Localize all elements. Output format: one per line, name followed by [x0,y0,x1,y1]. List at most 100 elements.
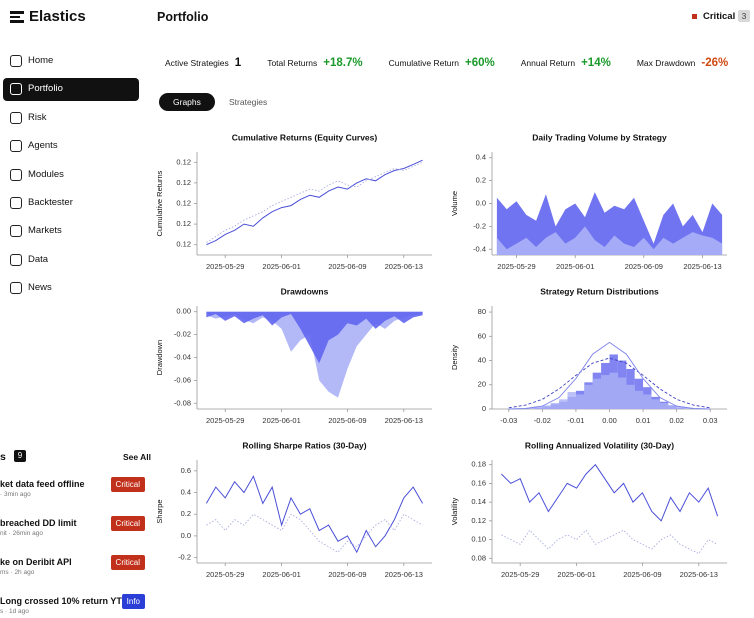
x-tick-label: -0.01 [567,416,584,425]
histogram-bar [592,378,602,409]
metric: Annual Return +14% [521,57,611,69]
page-title: Portfolio [157,10,209,24]
y-tick-label: -0.4 [473,244,486,253]
alert-meta: · 3min ago [0,491,31,498]
menu-icon [10,83,22,96]
x-tick-label: 2025-06-09 [328,570,366,579]
menu-label: Markets [28,225,62,237]
x-tick-label: 2025-05-29 [497,262,535,271]
chart-title: Daily Trading Volume by Strategy [532,132,667,142]
x-tick-label: 2025-06-13 [385,570,423,579]
menu-item[interactable]: Home [3,50,139,73]
x-tick-label: 2025-05-29 [206,262,244,271]
menu-item[interactable]: Portfolio [3,78,139,102]
x-tick-label: 2025-06-09 [328,416,366,425]
x-tick-label: -0.02 [534,416,551,425]
metric: Total Returns +18.7% [267,57,362,69]
y-tick-label: 0.4 [181,488,191,497]
y-tick-label: 40 [478,356,486,365]
histogram-bar [643,394,652,409]
y-axis-label: Cumulative Returns [155,170,164,236]
chart-title: Rolling Sharpe Ratios (30-Day) [242,440,366,450]
menu-item[interactable]: Agents [3,135,139,158]
alerts-link[interactable]: See All [123,452,152,462]
menu-item[interactable]: Modules [3,164,139,187]
series-line [205,475,424,554]
metrics-row: Active Strategies 1 Total Returns +18.7% Cum… [165,57,754,69]
series-line [501,463,719,522]
metric-label: Cumulative Return [388,58,459,68]
menu-icon [10,197,22,209]
menu-icon [10,111,22,124]
y-tick-label: 0.16 [471,478,486,487]
brand-name: Elastics [29,8,86,25]
metric-label: Active Strategies [165,58,229,68]
menu-item[interactable]: Backtester [3,192,139,215]
x-tick-label: 2025-06-13 [385,262,423,271]
alert-title[interactable]: Long crossed 10% return YTD [0,596,129,606]
x-tick-label: 0.03 [703,416,718,425]
y-tick-label: 0.12 [176,178,191,187]
y-tick-label: 0.2 [476,176,486,185]
alert-title[interactable]: breached DD limit [0,518,77,528]
alert-badge: Critical [110,516,145,531]
histogram-bar [634,390,644,409]
histogram-bar [533,406,543,409]
x-tick-label: 2025-05-29 [206,570,244,579]
menu-label: Data [28,253,49,265]
alert-title[interactable]: ket data feed offline [0,479,85,489]
x-tick-label: 2025-06-13 [683,262,721,271]
y-tick-label: -0.2 [178,553,191,562]
metric-label: Total Returns [267,58,318,68]
y-tick-label: 60 [478,331,486,340]
menu-item[interactable]: Risk [3,107,139,130]
y-tick-label: 0.6 [181,466,191,475]
y-axis-label: Volatility [450,497,459,525]
y-tick-label: 0.08 [471,553,486,562]
histogram-bar [601,375,610,409]
metric: Cumulative Return +60% [389,57,495,69]
y-tick-label: 0.00 [176,307,191,316]
brand-logo [10,11,24,23]
x-tick-label: 2025-06-09 [623,570,661,579]
x-tick-label: 0.00 [602,416,617,425]
tab[interactable]: Strategies [229,97,268,107]
alert-meta: ms · 2h ago [0,569,35,576]
menu-icon [10,168,22,181]
menu-icon [10,140,22,153]
histogram-bar [685,407,694,409]
series-area [496,226,723,255]
x-tick-label: 2025-06-01 [262,262,300,271]
series-area [206,311,423,364]
y-tick-label: 80 [478,307,486,316]
y-tick-label: 0.12 [176,198,191,207]
x-tick-label: 2025-06-01 [557,570,595,579]
menu-item[interactable]: Markets [3,220,139,243]
status-count: 3 [738,10,750,22]
alerts-title: s [0,451,6,463]
x-tick-label: -0.03 [500,416,517,425]
y-tick-label: 0.12 [176,240,191,249]
menu-label: Agents [28,140,58,152]
status-label[interactable]: Critical [703,11,736,22]
alert-title[interactable]: ke on Deribit API [0,557,72,567]
y-tick-label: 0.0 [181,531,191,540]
x-tick-label: 2025-06-09 [328,262,366,271]
menu-label: News [28,282,52,294]
x-tick-label: 2025-05-29 [206,416,244,425]
y-tick-label: -0.04 [174,352,191,361]
histogram-bar [659,402,669,409]
alert-badge: Info [121,594,145,609]
menu-item[interactable]: Data [3,249,139,272]
x-tick-label: 2025-06-01 [556,262,594,271]
metric-label: Annual Return [520,58,576,68]
tab[interactable]: Graphs [159,93,215,111]
x-tick-label: 0.02 [669,416,684,425]
histogram-bar [525,407,534,409]
chart-title: Cumulative Returns (Equity Curves) [232,132,378,142]
menu-item[interactable]: News [3,277,139,300]
series-area [206,311,423,398]
histogram-bar [651,399,660,409]
histogram-bar [550,402,560,409]
x-tick-label: 2025-05-29 [501,570,539,579]
